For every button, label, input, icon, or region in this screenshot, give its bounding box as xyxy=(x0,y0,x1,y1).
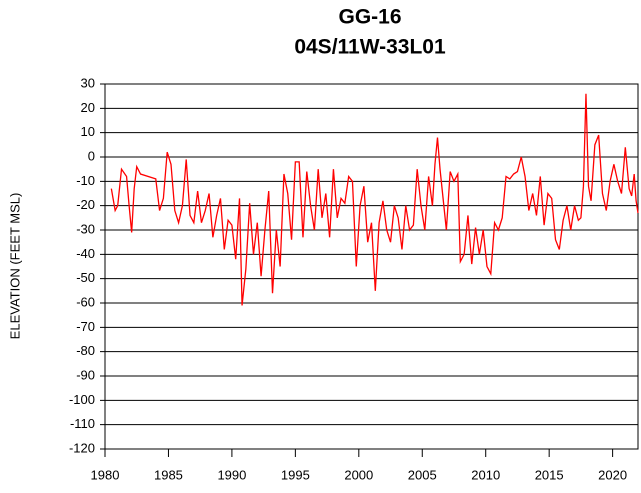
y-tick-label: -30 xyxy=(76,221,95,236)
x-tick-label: 1980 xyxy=(91,467,120,482)
x-tick-label: 1995 xyxy=(281,467,310,482)
x-tick-label: 2020 xyxy=(598,467,627,482)
x-tick-label: 2000 xyxy=(344,467,373,482)
x-tick-label: 2015 xyxy=(535,467,564,482)
y-tick-label: -40 xyxy=(76,246,95,261)
chart-subtitle: 04S/11W-33L01 xyxy=(294,36,446,59)
plot-frame xyxy=(104,83,639,450)
y-tick-label: -20 xyxy=(76,197,95,212)
y-tick-label: -60 xyxy=(76,294,95,309)
y-axis-label: ELEVATION (FEET MSL) xyxy=(7,193,22,340)
y-tick-label: -110 xyxy=(70,416,95,431)
y-tick-label: -120 xyxy=(69,440,95,455)
y-tick-label: 20 xyxy=(81,100,95,115)
y-tick-label: -100 xyxy=(69,392,95,407)
x-tick-label: 2010 xyxy=(471,467,500,482)
y-tick-label: 30 xyxy=(81,75,95,90)
x-tick-label: 1990 xyxy=(217,467,246,482)
y-tick-label: -80 xyxy=(76,343,95,358)
y-tick-label: -50 xyxy=(76,270,95,285)
y-tick-label: 0 xyxy=(88,148,95,163)
y-tick-label: 10 xyxy=(81,124,95,139)
x-tick-label: 2005 xyxy=(408,467,437,482)
y-tick-label: -10 xyxy=(76,173,95,188)
y-tick-label: -90 xyxy=(76,367,95,382)
chart-title: GG-16 xyxy=(338,6,401,29)
y-tick-label: -70 xyxy=(76,319,95,334)
x-tick-label: 1985 xyxy=(154,467,183,482)
data-line xyxy=(110,93,639,306)
